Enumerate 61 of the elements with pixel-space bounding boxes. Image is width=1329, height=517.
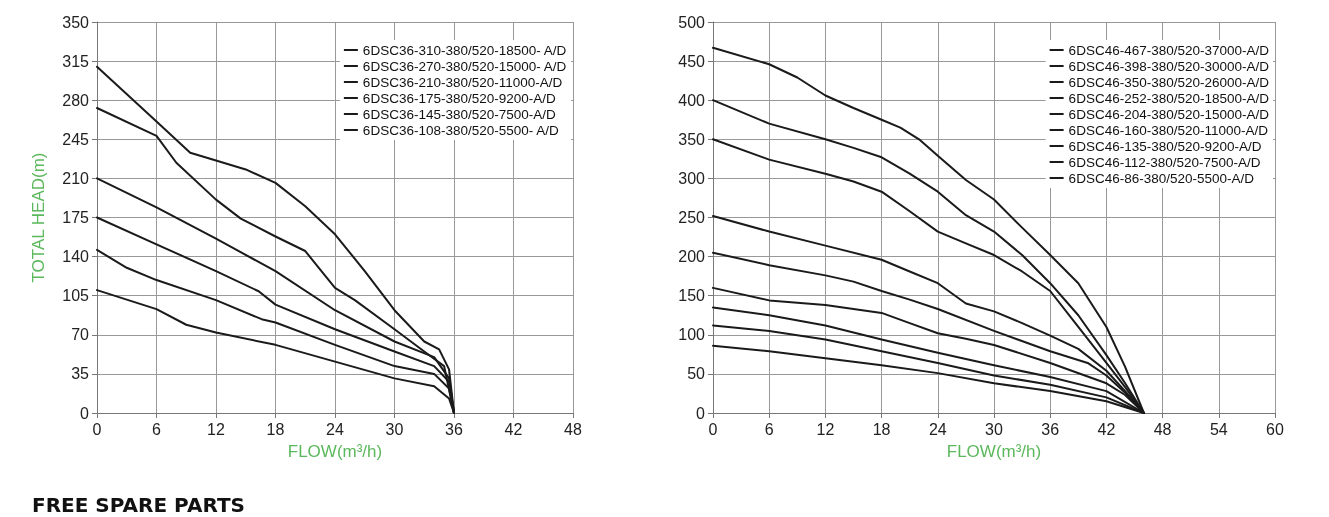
y-tick-label: 50: [687, 365, 706, 383]
legend-label: 6DSC46-252-380/520-18500-A/D: [1068, 90, 1270, 106]
x-tick-label: 12: [816, 420, 835, 438]
legend-label: 6DSC36-145-380/520-7500-A/D: [362, 106, 556, 122]
y-tick-label: 0: [696, 404, 706, 422]
legend-label: 6DSC46-204-380/520-15000-A/D: [1068, 106, 1270, 122]
y-tick-label: 175: [62, 209, 90, 226]
x-axis-title: FLOW(m³/h): [287, 442, 383, 461]
y-tick-label: 450: [678, 52, 706, 70]
legend-label: 6DSC36-175-380/520-9200-A/D: [362, 90, 556, 106]
x-tick-label: 18: [872, 420, 891, 438]
y-axis-title: TOTAL HEAD(m): [29, 152, 48, 283]
y-tick-label: 100: [678, 326, 706, 344]
legend-label: 6DSC36-270-380/520-15000- A/D: [362, 58, 567, 74]
legend-label: 6DSC46-350-380/520-26000-A/D: [1068, 74, 1270, 90]
text: FREE SPARE PARTS: [32, 493, 245, 517]
x-tick-label: 30: [385, 420, 404, 438]
x-tick-label: 60: [1266, 420, 1284, 438]
y-tick-label: 245: [62, 130, 90, 148]
x-tick-label: 6: [152, 420, 162, 438]
x-tick-label: 0: [708, 420, 718, 438]
x-tick-label: 36: [445, 420, 463, 438]
y-tick-label: 300: [678, 169, 706, 187]
x-tick-label: 48: [1153, 420, 1172, 438]
legend-label: 6DSC46-112-380/520-7500-A/D: [1068, 154, 1261, 170]
legend-label: 6DSC46-160-380/520-11000-A/D: [1068, 122, 1269, 138]
x-tick-label: 6: [764, 420, 774, 438]
y-tick-label: 350: [62, 13, 90, 31]
x-tick-label: 42: [1097, 420, 1116, 438]
legend-label: 6DSC36-210-380/520-11000-A/D: [362, 74, 563, 90]
y-tick-label: 280: [62, 91, 90, 109]
x-tick-label: 24: [928, 420, 947, 438]
legend-label: 6DSC46-467-380/520-37000-A/D: [1068, 42, 1270, 58]
y-tick-label: 400: [678, 91, 706, 109]
x-tick-label: 30: [985, 420, 1003, 438]
x-tick-label: 36: [1041, 420, 1060, 438]
x-tick-label: 54: [1209, 420, 1228, 438]
y-tick-label: 200: [678, 248, 706, 266]
x-tick-label: 18: [266, 420, 285, 438]
y-tick-label: 0: [80, 404, 90, 422]
y-tick-label: 35: [71, 365, 90, 383]
y-tick-label: 350: [678, 130, 706, 148]
legend-label: 6DSC36-310-380/520-18500- A/D: [362, 42, 567, 58]
x-tick-label: 0: [92, 420, 102, 438]
y-tick-label: 210: [62, 169, 90, 187]
x-tick-label: 12: [207, 420, 225, 438]
y-tick-label: 150: [678, 287, 706, 305]
legend-label: 6DSC46-135-380/520-9200-A/D: [1068, 138, 1262, 154]
y-tick-label: 70: [71, 326, 90, 344]
y-tick-label: 315: [62, 52, 90, 70]
x-tick-label: 48: [564, 420, 582, 438]
y-tick-label: 500: [678, 13, 706, 31]
legend-label: 6DSC46-86-380/520-5500-A/D: [1068, 170, 1255, 186]
x-tick-label: 42: [504, 420, 523, 438]
y-tick-label: 250: [678, 209, 706, 226]
x-axis-title: FLOW(m³/h): [946, 442, 1042, 461]
legend-label: 6DSC36-108-380/520-5500- A/D: [362, 122, 559, 138]
x-tick-label: 24: [326, 420, 344, 438]
y-tick-label: 140: [62, 248, 90, 266]
y-tick-label: 105: [62, 287, 90, 305]
legend-label: 6DSC46-398-380/520-30000-A/D: [1068, 58, 1270, 74]
